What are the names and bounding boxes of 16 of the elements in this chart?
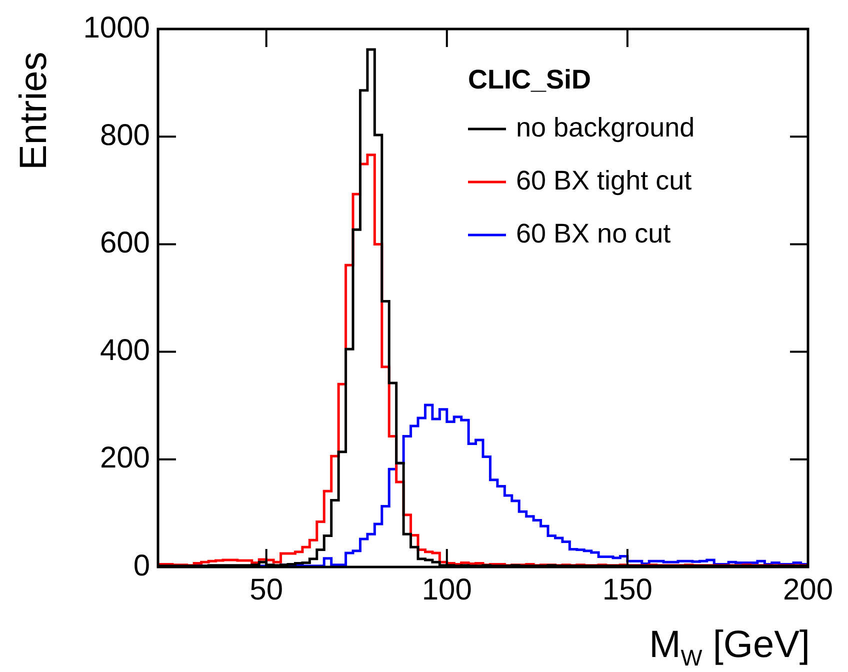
y-tick-label: 600: [100, 226, 150, 260]
x-tick-label: 100: [422, 573, 472, 606]
x-tick-label: 150: [602, 573, 652, 606]
x-tick-label: 50: [250, 573, 284, 606]
y-tick-label: 200: [100, 442, 150, 475]
y-tick-label: 800: [100, 118, 150, 152]
y-tick-label: 0: [133, 549, 150, 582]
x-tick-label: 200: [782, 573, 834, 606]
y-axis-title: Entries: [12, 52, 56, 170]
x-axis-title: M$_{W}$ [GeV]: [649, 624, 810, 672]
y-tick-label: 400: [100, 334, 150, 368]
legend-label: 60 BX no cut: [516, 218, 672, 248]
legend-title: CLIC_SiD: [468, 64, 592, 94]
legend-label: no background: [516, 112, 695, 142]
y-tick-label: 1000: [83, 11, 150, 44]
legend-label: 60 BX tight cut: [516, 165, 692, 196]
